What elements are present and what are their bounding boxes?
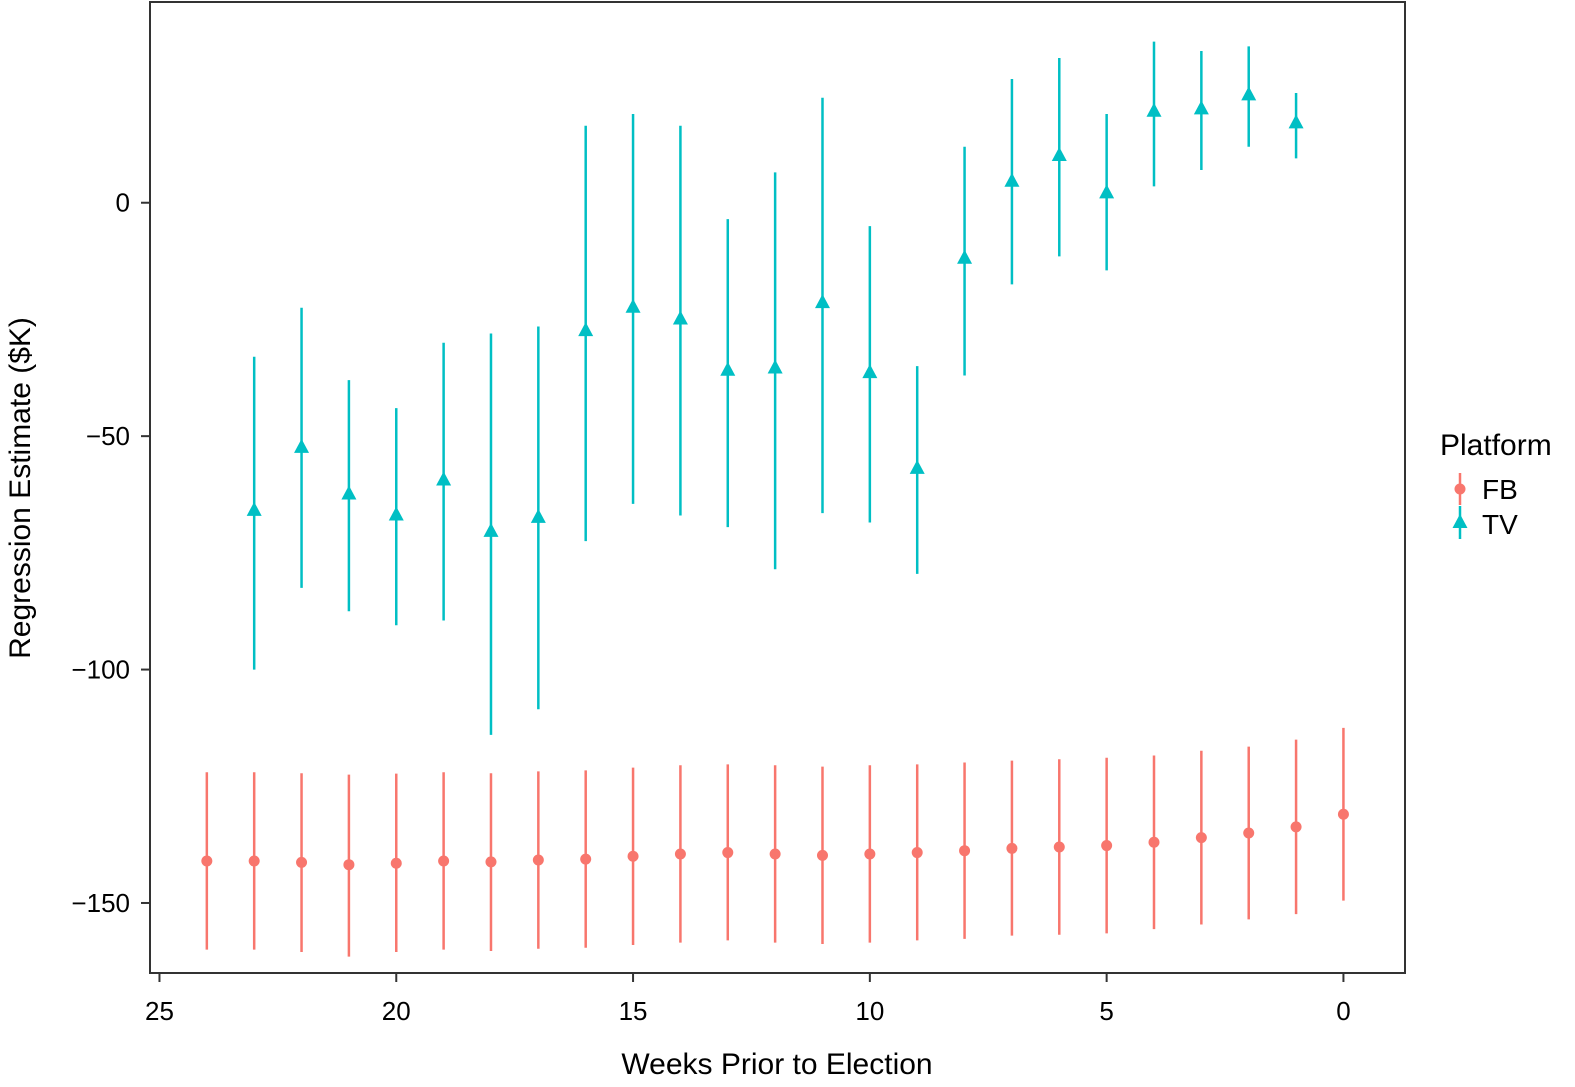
fb-point [1243,827,1255,839]
tv-point [814,294,830,309]
fb-point [674,848,686,860]
fb-point [816,849,828,861]
tv-point [483,522,499,537]
tv-point [530,508,546,523]
fb-point [532,854,544,866]
fb-point [1195,832,1207,844]
x-tick-label: 10 [855,996,884,1026]
tv-point [341,485,357,500]
x-axis: 25 20 15 10 5 0 [145,973,1351,1026]
tv-point [1241,86,1257,101]
legend-entry-fb: FB [1454,473,1518,505]
y-tick-label: 0 [116,188,130,218]
legend-key-tv-marker [1452,514,1468,528]
fb-point [864,848,876,860]
fb-point [1290,821,1302,833]
fb-point [580,853,592,865]
y-tick-label: −100 [71,655,130,685]
y-axis-title: Regression Estimate ($K) [4,317,37,659]
tv-point [294,438,310,453]
legend-title: Platform [1440,429,1552,462]
x-axis-title: Weeks Prior to Election [621,1048,932,1081]
fb-point [438,855,450,867]
legend-label-tv: TV [1482,509,1518,540]
tv-point [1051,147,1067,162]
fb-point [248,855,260,867]
tv-point [909,459,925,474]
tv-point [1146,102,1162,117]
x-tick-label: 15 [619,996,648,1026]
tv-point [388,506,404,521]
tv-point [1004,172,1020,187]
tv-point [767,359,783,374]
fb-point [769,848,781,860]
tv-point [1288,114,1304,129]
fb-point [485,856,497,868]
legend-entry-tv: TV [1452,506,1518,540]
fb-point [390,857,402,869]
x-tick-label: 0 [1336,996,1350,1026]
fb-point [627,850,639,862]
y-axis: 0 −50 −100 −150 [71,188,150,918]
tv-point [862,364,878,379]
tv-point [246,501,262,516]
fb-point [1006,842,1018,854]
y-tick-label: −50 [86,421,130,451]
fb-point [1148,836,1160,848]
fb-point [911,847,923,859]
series-tv [246,41,1304,735]
fb-point [1337,808,1349,820]
fb-point [343,859,355,871]
fb-point [1053,841,1065,853]
series-fb [201,727,1349,957]
tv-point [672,310,688,325]
fb-point [959,845,971,857]
x-tick-label: 20 [382,996,411,1026]
x-tick-label: 25 [145,996,174,1026]
fb-point [722,847,734,859]
legend-key-fb-marker [1454,483,1466,495]
plot-marks [201,41,1349,957]
tv-point [436,471,452,486]
y-tick-label: −150 [71,888,130,918]
x-tick-label: 5 [1099,996,1113,1026]
tv-point [1099,184,1115,199]
fb-point [296,856,308,868]
tv-point [957,249,973,264]
fb-point [201,855,213,867]
panel-border [149,1,1406,974]
tv-point [720,361,736,376]
tv-point [1193,100,1209,115]
tv-point [578,322,594,337]
legend: Platform FB TV [1440,429,1552,540]
legend-label-fb: FB [1482,474,1518,505]
tv-point [625,298,641,313]
fb-point [1101,840,1113,852]
